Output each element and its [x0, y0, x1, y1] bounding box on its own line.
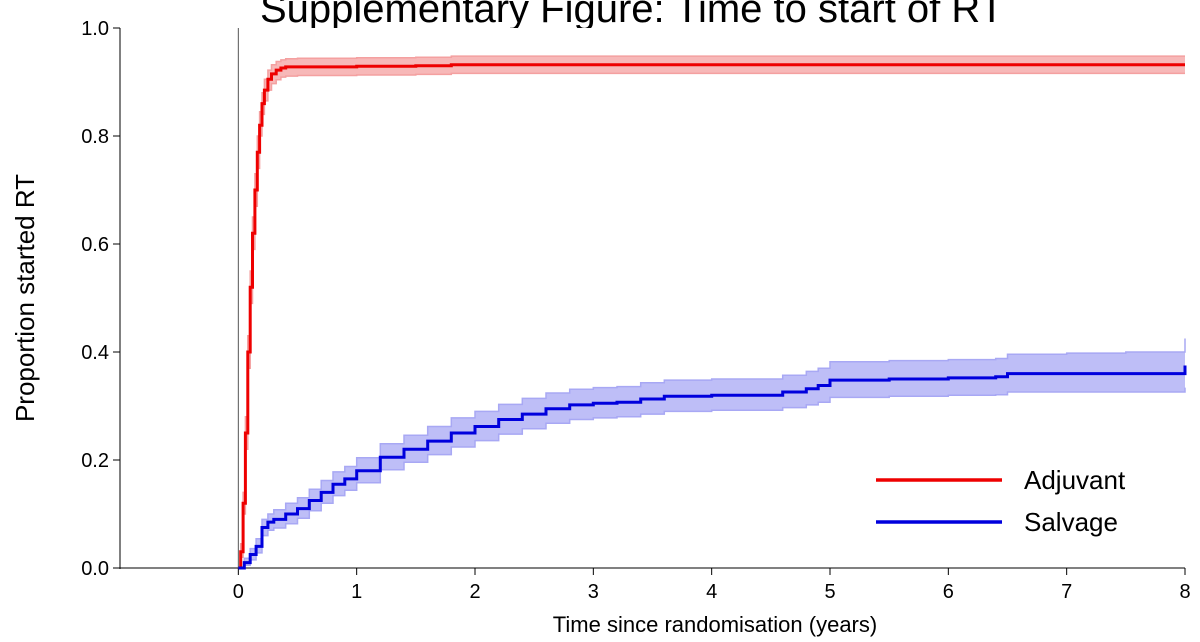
- adjuvant-legend-label: Adjuvant: [1024, 465, 1126, 495]
- x-tick-label: 0: [233, 581, 244, 603]
- salvage-ci-lower: [238, 387, 1186, 569]
- y-tick-label: 0.6: [81, 234, 109, 256]
- salvage-ci-upper: [238, 338, 1186, 569]
- x-tick-label: 2: [469, 581, 480, 603]
- legend: Adjuvant Salvage: [876, 465, 1126, 537]
- x-tick-label: 6: [943, 581, 954, 603]
- y-tick-label: 0.0: [81, 558, 109, 580]
- y-tick-label: 1.0: [81, 18, 109, 40]
- x-tick-label: 3: [588, 581, 599, 603]
- x-tick-label: 8: [1179, 581, 1190, 603]
- x-tick-label: 1: [351, 581, 362, 603]
- axes: [113, 27, 1186, 575]
- chart-title: Supplementary Figure: Time to start of R…: [260, 0, 1004, 31]
- y-tick-label: 0.8: [81, 126, 109, 148]
- adjuvant-ci-upper: [238, 55, 1185, 569]
- x-tick-label: 4: [706, 581, 717, 603]
- series-lines: [238, 63, 1187, 570]
- y-tick-label: 0.2: [81, 450, 109, 472]
- tick-labels: 0.0 0.2 0.4 0.6 0.8 1.0 0 1 2 3 4 5 6 7 8: [81, 18, 1190, 603]
- chart-title-layer: Supplementary Figure: Time to start of R…: [260, 0, 1004, 31]
- y-tick-label: 0.4: [81, 342, 109, 364]
- salvage-line: [238, 365, 1187, 570]
- plot-area: [120, 28, 1190, 570]
- salvage-ci-band: [238, 338, 1186, 568]
- y-axis-label: Proportion started RT: [10, 174, 40, 422]
- salvage-legend-label: Salvage: [1024, 507, 1118, 537]
- x-axis-label: Time since randomisation (years): [553, 612, 877, 637]
- adjuvant-line: [238, 63, 1185, 570]
- x-tick-label: 7: [1061, 581, 1072, 603]
- x-tick-label: 5: [824, 581, 835, 603]
